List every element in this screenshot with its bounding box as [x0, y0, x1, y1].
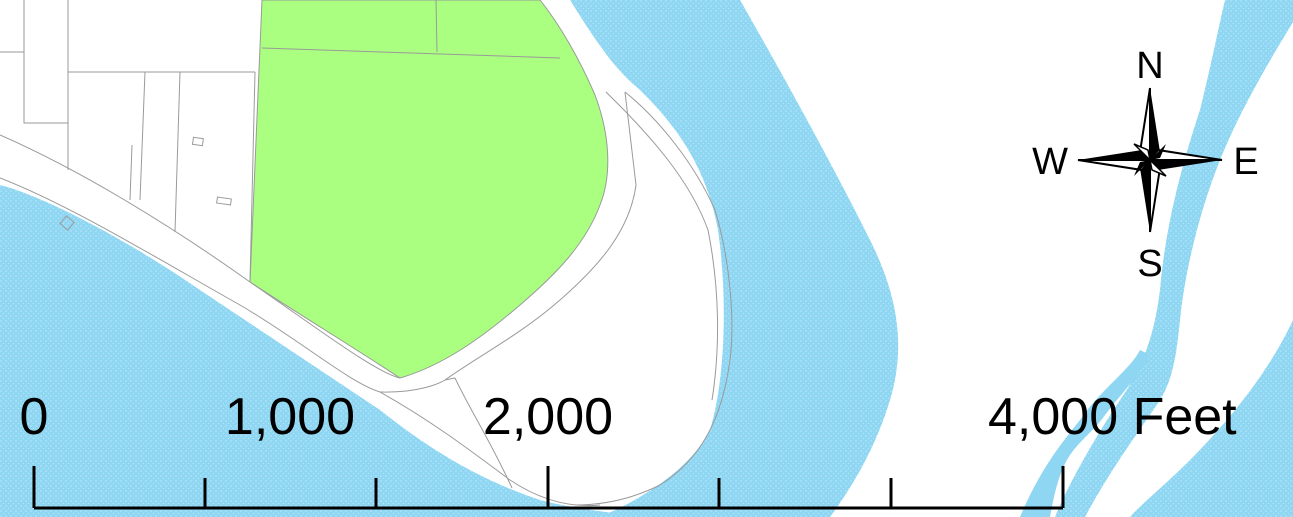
compass-rose-icon	[1077, 87, 1223, 233]
scale-label-1000: 1,000	[225, 388, 355, 446]
compass-south-label: S	[1137, 243, 1162, 285]
compass-north-label: N	[1136, 45, 1163, 87]
river-inlet-small	[1020, 350, 1150, 517]
compass-east-label: E	[1233, 141, 1258, 183]
park-internal-line	[261, 0, 561, 59]
scale-label-4000-feet: 4,000 Feet	[988, 388, 1237, 446]
compass-west-label: W	[1032, 141, 1068, 183]
scale-label-2000: 2,000	[483, 388, 613, 446]
park-polygon	[249, 0, 609, 379]
scale-label-0: 0	[20, 388, 49, 446]
scale-bar	[32, 466, 1065, 510]
parcel-lines	[0, 0, 733, 507]
